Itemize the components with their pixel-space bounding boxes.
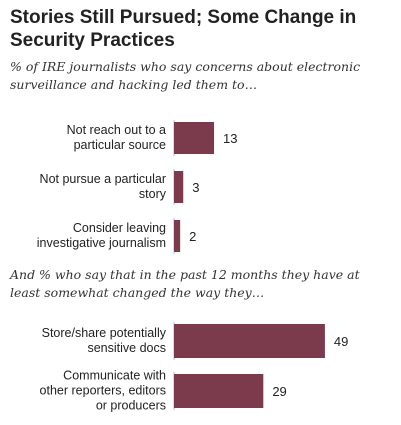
category-label: Communicate with other reporters, editors…: [40, 369, 166, 413]
bar-2-1: [174, 324, 325, 358]
bar-group-1: 13 Not reach out to a particular source 3 No…: [37, 120, 238, 254]
bar-group-2: 49 Store/share potentially sensitive docs 2…: [40, 322, 348, 413]
value-label: 3: [192, 180, 199, 195]
bar-2-2: [174, 374, 264, 408]
bar-1-2: [174, 171, 184, 203]
value-label: 49: [334, 334, 348, 349]
chart-subtitle-surveillance: % of IRE journalists who say concerns ab…: [10, 59, 361, 92]
value-label: 2: [189, 229, 196, 244]
category-label: Not reach out to a particular source: [67, 123, 166, 152]
value-label: 13: [223, 131, 237, 146]
chart-title: Stories Still Pursued; Some Change in Se…: [10, 7, 357, 51]
bar-1-1: [174, 122, 215, 154]
category-label: Not pursue a particular story: [40, 172, 167, 201]
value-label: 29: [272, 384, 286, 399]
bar-1-3: [174, 220, 181, 252]
chart-subtitle-security-changes: And % who say that in the past 12 months…: [10, 267, 360, 300]
category-label: Store/share potentially sensitive docs: [42, 326, 167, 355]
category-label: Consider leaving investigative journalism: [37, 221, 166, 250]
